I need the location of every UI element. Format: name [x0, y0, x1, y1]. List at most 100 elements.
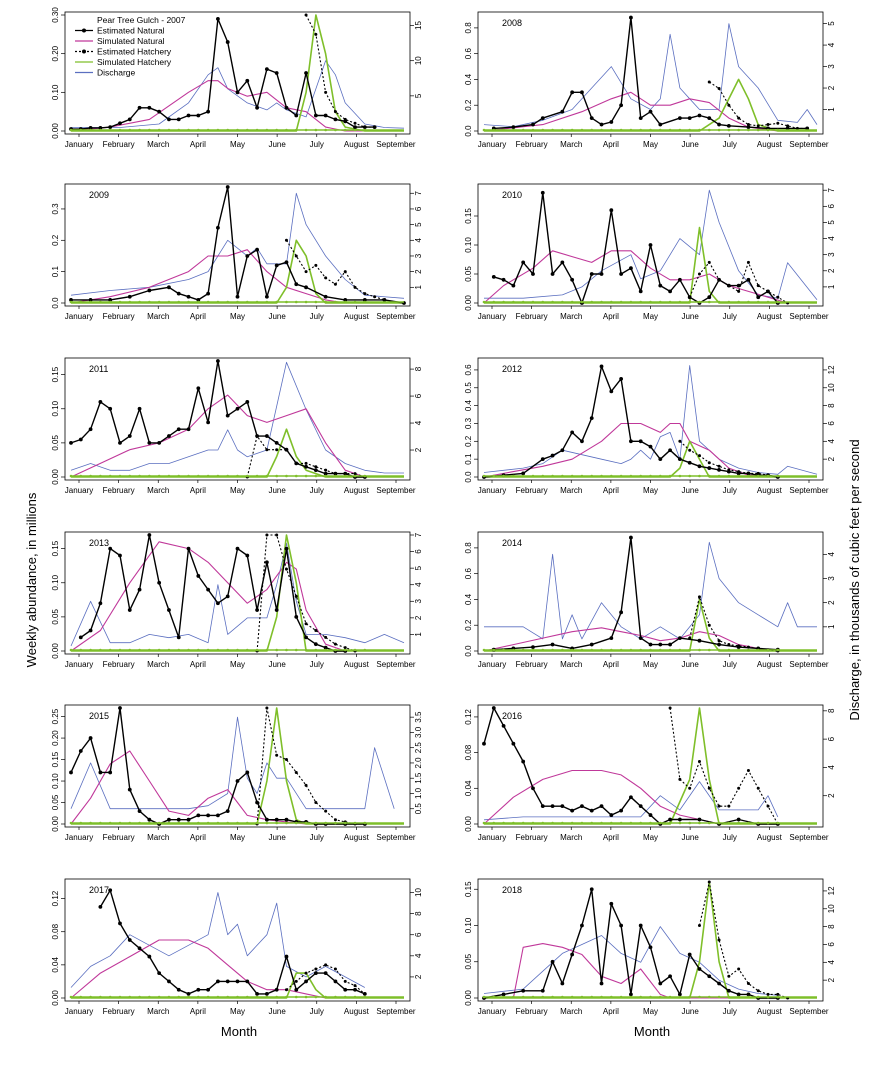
- baseline-point: [167, 821, 171, 825]
- y2-tick-label: 8: [827, 708, 836, 713]
- baseline-point: [265, 821, 269, 825]
- data-point: [638, 636, 643, 641]
- baseline-point: [314, 995, 318, 999]
- y-tick-label: 0.3: [51, 203, 60, 215]
- baseline-point: [89, 474, 92, 478]
- baseline-point: [128, 474, 132, 478]
- data-point: [540, 190, 545, 195]
- baseline-point: [668, 474, 672, 478]
- data-point: [746, 471, 751, 476]
- y2-tick-label: 6: [414, 932, 423, 937]
- baseline-point: [512, 648, 515, 652]
- y2-tick-label: 0.5: [414, 803, 423, 815]
- plot-frame: [477, 11, 824, 135]
- x-tick-label: May: [230, 486, 245, 495]
- data-point: [264, 560, 269, 565]
- data-point: [736, 471, 741, 476]
- data-point: [216, 359, 220, 363]
- y2-tick-label: 2.0: [414, 757, 423, 769]
- baseline-point: [727, 128, 731, 132]
- baseline-point: [766, 821, 770, 825]
- panel-2009: 0.0 0.1 0.2 0.3 1 2 3 4 5 6 7 January February March A…: [51, 183, 423, 321]
- x-axis-label-right: Month: [634, 1024, 670, 1039]
- baseline-point: [138, 995, 141, 999]
- data-point: [324, 809, 328, 813]
- baseline-point: [197, 474, 200, 478]
- baseline-point: [285, 648, 288, 652]
- data-point: [88, 628, 93, 633]
- baseline-point: [177, 300, 181, 304]
- data-point: [284, 105, 289, 110]
- baseline-point: [619, 821, 623, 825]
- data-point: [304, 979, 308, 984]
- data-point: [717, 122, 721, 127]
- baseline-point: [79, 474, 83, 478]
- data-point: [668, 817, 672, 822]
- data-point: [746, 260, 750, 264]
- baseline-point: [512, 128, 515, 132]
- baseline-point: [236, 995, 239, 999]
- baseline-point: [776, 821, 780, 825]
- data-point: [255, 434, 259, 438]
- data-point: [717, 639, 721, 643]
- y2-tick-label: 2: [827, 456, 836, 461]
- baseline-point: [727, 995, 731, 999]
- data-point: [304, 971, 308, 975]
- series-line-estimated-natural: [483, 888, 778, 999]
- baseline-point: [197, 128, 200, 132]
- baseline-point: [707, 474, 711, 478]
- data-point: [677, 992, 682, 997]
- y2-tick-label: 6: [827, 204, 836, 209]
- data-point: [697, 967, 702, 971]
- data-point: [687, 295, 692, 300]
- data-point: [304, 464, 308, 469]
- baseline-point: [639, 474, 643, 478]
- y2-tick-label: 4: [827, 960, 836, 965]
- data-point: [629, 266, 633, 271]
- baseline-point: [265, 995, 269, 999]
- baseline-point: [363, 474, 367, 478]
- data-point: [216, 813, 220, 818]
- baseline-point: [236, 128, 239, 132]
- x-tick-label: February: [103, 833, 135, 842]
- baseline-point: [649, 300, 652, 304]
- baseline-point: [167, 995, 171, 999]
- data-point: [727, 804, 731, 808]
- baseline-point: [512, 300, 515, 304]
- data-point: [274, 263, 279, 268]
- series-line-estimated-hatchery: [305, 14, 375, 128]
- data-point: [638, 439, 643, 444]
- baseline-point: [619, 474, 623, 478]
- data-point: [756, 295, 761, 300]
- baseline-point: [294, 648, 298, 652]
- baseline-point: [294, 821, 298, 825]
- data-point: [323, 294, 328, 299]
- x-tick-label: July: [310, 486, 324, 495]
- x-tick-label: March: [560, 833, 582, 842]
- baseline-point: [304, 648, 308, 652]
- x-tick-label: February: [103, 140, 135, 149]
- data-point: [343, 646, 347, 650]
- data-point: [353, 121, 357, 125]
- y-tick-label: 0.15: [464, 208, 473, 224]
- data-point: [540, 457, 545, 462]
- data-point: [284, 447, 289, 452]
- baseline-point: [353, 128, 357, 132]
- baseline-point: [590, 821, 594, 825]
- baseline-point: [314, 474, 318, 478]
- baseline-point: [363, 300, 367, 304]
- baseline-point: [668, 995, 672, 999]
- data-point: [717, 277, 721, 282]
- baseline-point: [265, 474, 269, 478]
- series-line-estimated-hatchery: [286, 240, 385, 301]
- data-point: [206, 420, 211, 425]
- x-tick-label: August: [757, 140, 783, 149]
- data-point: [167, 117, 171, 122]
- data-point: [353, 984, 357, 988]
- baseline-point: [600, 474, 603, 478]
- data-point: [196, 113, 201, 118]
- baseline-point: [304, 300, 308, 304]
- baseline-point: [99, 821, 102, 825]
- data-point: [560, 448, 565, 453]
- baseline-point: [79, 128, 83, 132]
